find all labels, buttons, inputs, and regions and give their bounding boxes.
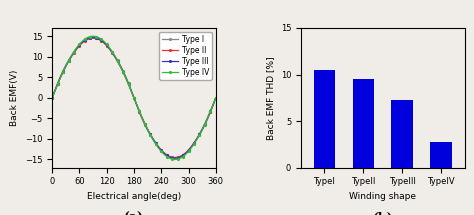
Type IV bbox=[194, 138, 200, 141]
Type II bbox=[213, 97, 219, 99]
Line: Type I: Type I bbox=[50, 35, 218, 160]
Type I bbox=[172, 157, 178, 160]
Type IV bbox=[148, 135, 154, 138]
Type I bbox=[148, 135, 154, 138]
Type IV bbox=[80, 40, 85, 42]
Type III bbox=[49, 97, 55, 99]
Type I bbox=[213, 97, 219, 99]
Type II bbox=[172, 156, 178, 159]
X-axis label: Winding shape: Winding shape bbox=[349, 192, 416, 201]
Type IV bbox=[152, 141, 158, 144]
Text: (b): (b) bbox=[373, 212, 393, 215]
Type IV bbox=[54, 85, 60, 88]
Type II bbox=[54, 85, 60, 88]
Type I bbox=[80, 40, 85, 43]
Bar bbox=[353, 79, 374, 168]
Type IV bbox=[213, 97, 219, 99]
Type II bbox=[143, 124, 149, 127]
Type IV bbox=[49, 97, 55, 99]
Type II bbox=[152, 140, 158, 143]
Type III bbox=[80, 41, 85, 43]
Type I bbox=[143, 126, 149, 128]
Bar bbox=[430, 142, 452, 168]
Line: Type III: Type III bbox=[50, 36, 218, 160]
Type III bbox=[152, 141, 158, 143]
Type I bbox=[49, 97, 55, 99]
X-axis label: Electrical angle(deg): Electrical angle(deg) bbox=[87, 192, 181, 201]
Bar bbox=[392, 100, 413, 168]
Legend: Type I, Type II, Type III, Type IV: Type I, Type II, Type III, Type IV bbox=[159, 32, 212, 80]
Type II bbox=[148, 134, 154, 137]
Type I bbox=[194, 138, 200, 141]
Y-axis label: Back EMF(V): Back EMF(V) bbox=[10, 70, 19, 126]
Type I bbox=[152, 141, 158, 144]
Type III bbox=[172, 157, 178, 160]
Type II bbox=[80, 41, 85, 44]
Type III bbox=[148, 135, 154, 137]
Type III bbox=[213, 97, 219, 99]
Text: (a): (a) bbox=[124, 212, 144, 215]
Y-axis label: Back EMF THD [%]: Back EMF THD [%] bbox=[266, 56, 275, 140]
Type II bbox=[90, 37, 96, 40]
Type IV bbox=[143, 124, 149, 127]
Type I bbox=[90, 36, 96, 38]
Type IV bbox=[90, 35, 96, 37]
Type III bbox=[54, 85, 60, 88]
Type III bbox=[194, 138, 200, 140]
Type IV bbox=[172, 158, 178, 161]
Type III bbox=[90, 36, 96, 39]
Type I bbox=[54, 84, 60, 87]
Bar bbox=[313, 70, 335, 168]
Type II bbox=[49, 97, 55, 99]
Type III bbox=[143, 124, 149, 127]
Type II bbox=[194, 137, 200, 140]
Line: Type IV: Type IV bbox=[50, 34, 218, 161]
Line: Type II: Type II bbox=[50, 37, 218, 159]
